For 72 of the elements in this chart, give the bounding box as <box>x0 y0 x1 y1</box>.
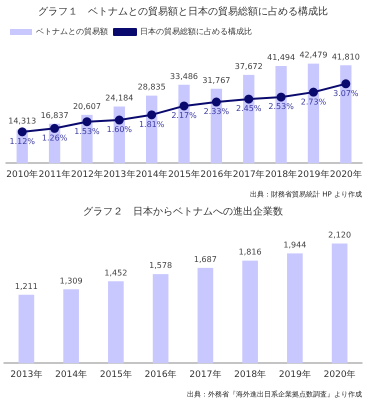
x-tick-label: 2018年 <box>234 368 266 380</box>
bar <box>63 289 79 364</box>
data-label: 42,479 <box>299 50 328 60</box>
data-label: 1.60% <box>106 125 132 134</box>
data-label: 1,944 <box>283 240 306 250</box>
chart-title: グラフ２ 日本からベトナムへの進出企業数 <box>83 206 283 218</box>
bar <box>18 294 34 364</box>
point <box>114 116 124 125</box>
bar <box>198 268 214 364</box>
point <box>276 92 286 102</box>
point <box>50 124 60 133</box>
chart-title: グラフ１ ベトナムとの貿易額と日本の貿易総額に占める構成比 <box>38 6 328 18</box>
data-label: 41,810 <box>332 52 360 62</box>
x-tick-label: 2020年 <box>324 368 356 380</box>
point <box>180 101 189 110</box>
data-label: 37,672 <box>234 62 263 71</box>
data-label: 20,607 <box>72 102 101 111</box>
x-tick-label: 2016年 <box>144 368 177 380</box>
x-tick-label: 2013年 <box>103 168 136 180</box>
data-label: 14,313 <box>8 116 36 126</box>
x-tick-label: 2019年 <box>298 168 330 180</box>
point <box>341 79 350 88</box>
data-label: 2.45% <box>236 104 262 114</box>
bar <box>287 253 303 364</box>
bar <box>332 243 348 364</box>
data-label: 24,184 <box>105 94 134 103</box>
data-label: 2.73% <box>300 97 327 106</box>
data-label: 2,120 <box>328 230 352 240</box>
data-label: 28,835 <box>138 82 166 92</box>
data-label: 1,687 <box>194 254 217 264</box>
bar <box>152 274 168 364</box>
data-label: 1.12% <box>10 136 36 146</box>
data-label: 1,309 <box>60 276 83 286</box>
data-label: 1.26% <box>42 133 68 142</box>
x-tick-label: 2016年 <box>200 168 232 180</box>
x-tick-label: 2015年 <box>100 368 132 380</box>
x-tick-label: 2020年 <box>330 168 362 180</box>
data-label: 41,494 <box>267 53 296 62</box>
legend-label: ベトナムとの貿易額 <box>36 27 108 36</box>
legend-label: 日本の貿易総額に占める構成比 <box>140 27 252 36</box>
x-tick-label: 2018年 <box>265 168 298 180</box>
x-tick-label: 2014年 <box>55 368 88 380</box>
bar <box>242 260 258 364</box>
x-tick-label: 2011年 <box>38 168 71 180</box>
point <box>244 94 254 104</box>
point <box>212 98 221 107</box>
point <box>308 88 318 97</box>
x-tick-label: 2013年 <box>10 368 42 380</box>
bar <box>108 281 124 364</box>
x-tick-label: 2012年 <box>70 168 103 180</box>
data-label: 1,816 <box>238 248 262 257</box>
x-tick-label: 2019年 <box>278 368 311 380</box>
point <box>82 117 92 126</box>
data-label: 1,578 <box>149 261 172 270</box>
data-label: 16,837 <box>40 110 69 120</box>
data-label: 1,452 <box>104 268 128 278</box>
point <box>18 127 27 136</box>
x-tick-label: 2017年 <box>232 168 265 180</box>
data-label: 1,211 <box>14 282 38 291</box>
data-label: 2.53% <box>268 102 294 112</box>
data-label: 2.33% <box>204 107 230 116</box>
x-tick-label: 2014年 <box>136 168 168 180</box>
data-label: 31,767 <box>202 76 230 85</box>
data-label: 2.17% <box>171 111 198 120</box>
data-label: 1.81% <box>138 120 165 129</box>
x-tick-label: 2015年 <box>168 168 200 180</box>
data-label: 3.07% <box>333 88 359 98</box>
data-label: 33,486 <box>170 72 198 81</box>
x-tick-label: 2017年 <box>189 368 222 380</box>
point <box>147 110 156 120</box>
data-label: 1.53% <box>74 126 100 136</box>
x-tick-label: 2010年 <box>6 168 38 180</box>
